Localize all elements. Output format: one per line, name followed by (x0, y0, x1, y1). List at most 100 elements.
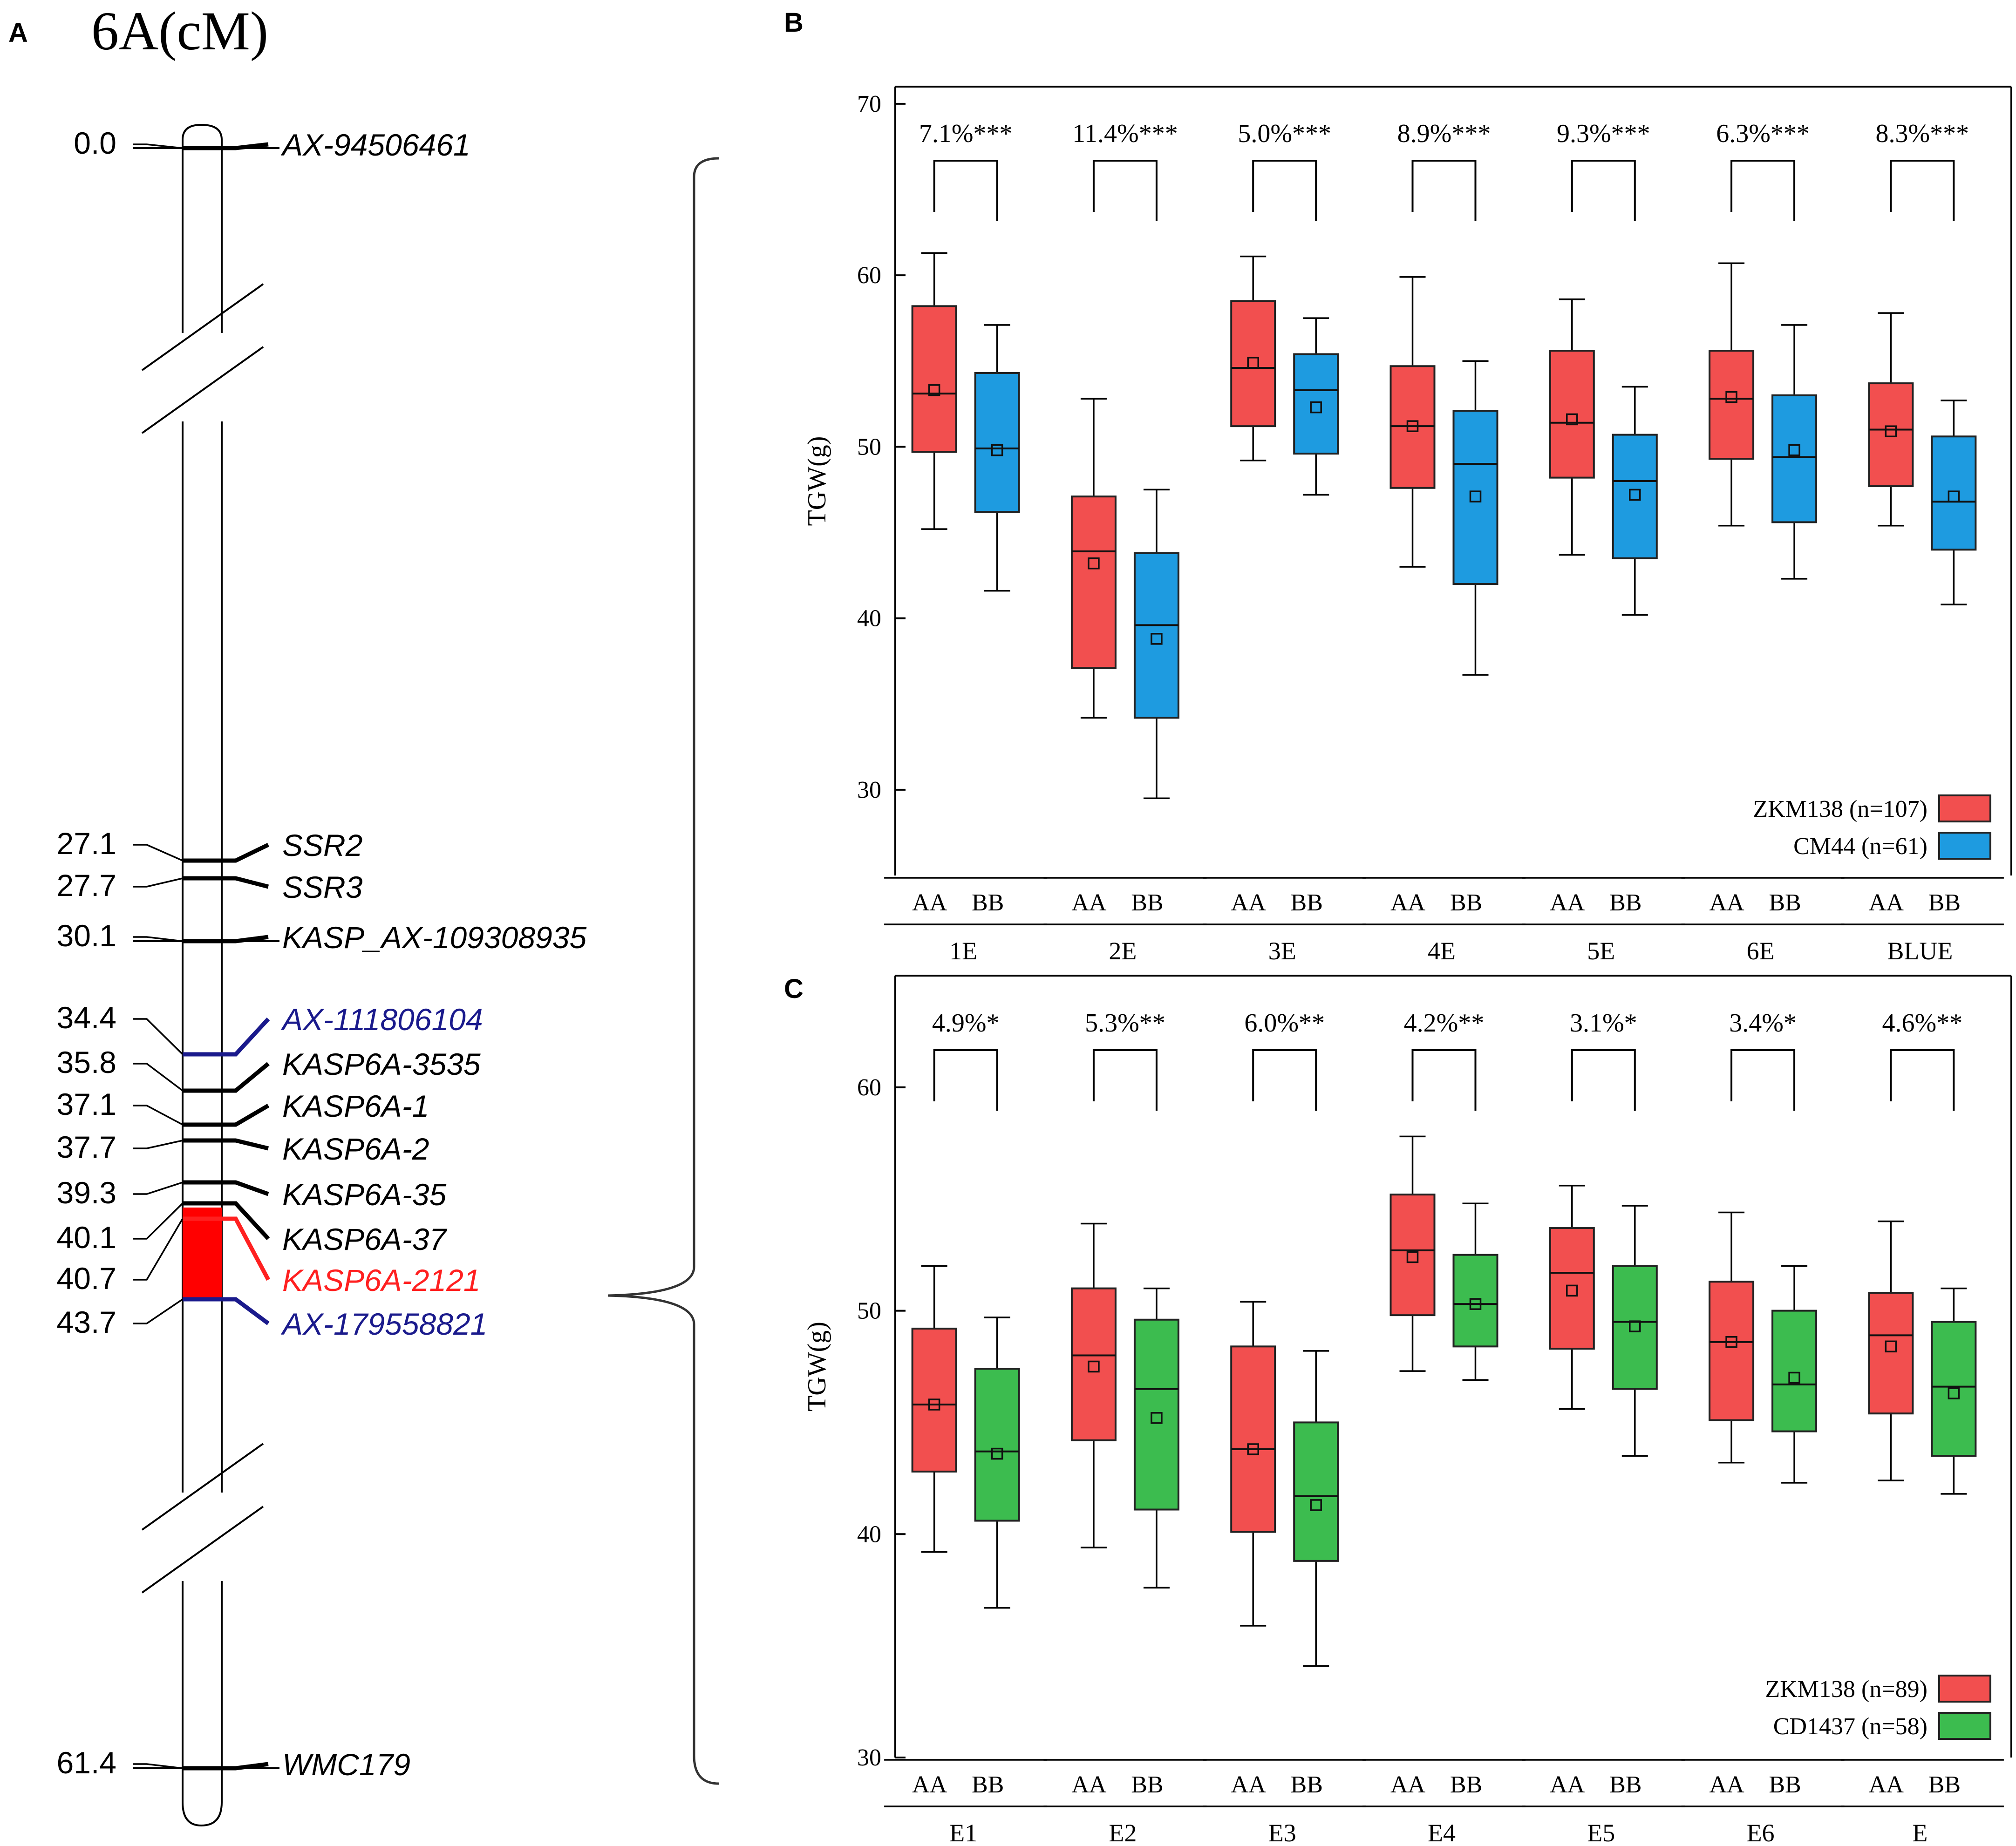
genotype-label-aa: AA (1231, 1771, 1267, 1798)
genotype-label-aa: AA (1710, 1771, 1745, 1798)
box-iqr (1868, 382, 1914, 488)
significance-label: 4.6%** (1882, 1009, 1963, 1038)
marker-left-connector (133, 1218, 184, 1281)
marker-name: KASP_AX-109308935 (282, 920, 586, 955)
genotype-label-bb: BB (1928, 889, 1961, 916)
legend-item: ZKM138 (n=89) (1765, 1675, 1991, 1703)
marker-name: KASP6A-2121 (282, 1263, 481, 1297)
significance-label: 7.1%*** (919, 119, 1013, 148)
legend-swatch (1938, 832, 1991, 860)
genotype-label-bb: BB (972, 889, 1004, 916)
group-e: 4.6%** AA BBE (1840, 1009, 2004, 1846)
box-aa (911, 1265, 957, 1553)
y-tick-label: 70 (857, 91, 881, 117)
panel-label-b: B (784, 7, 804, 38)
genotype-label-bb: BB (1769, 1771, 1801, 1798)
marker-position: 37.7 (57, 1130, 116, 1164)
box-iqr (1230, 1345, 1276, 1533)
mean-marker (1469, 1298, 1482, 1310)
marker-left-connector (133, 877, 183, 888)
legend-label: CD1437 (n=58) (1773, 1713, 1927, 1740)
group-blue: 8.3%*** AA BB BLUE (1840, 119, 2004, 965)
significance-label: 6.0%** (1244, 1009, 1325, 1038)
genotype-label-bb: BB (1450, 889, 1482, 916)
box-bb (1133, 1287, 1179, 1589)
marker-right-connector (222, 1062, 270, 1093)
box-bb (974, 324, 1020, 592)
legend-swatch (1938, 1675, 1991, 1703)
mean-marker (1566, 413, 1578, 426)
box-iqr (911, 305, 957, 453)
marker-position: 0.0 (74, 126, 116, 160)
mean-marker (1247, 1443, 1259, 1455)
genotype-label-aa: AA (1071, 889, 1107, 916)
marker-left-connector (133, 1063, 184, 1092)
break-mark-top-upper (141, 283, 264, 371)
group-label: E3 (1268, 1819, 1296, 1846)
significance-bracket (933, 160, 998, 221)
marker-right-connector (222, 1017, 270, 1057)
mean-marker (1310, 401, 1322, 414)
box-iqr (1549, 1227, 1595, 1350)
y-axis-label: TGW(g) (803, 1322, 831, 1412)
significance-label: 3.4%* (1729, 1009, 1797, 1038)
mean-marker (1247, 357, 1259, 369)
genotype-label-bb: BB (1609, 1771, 1641, 1798)
group-6e: 6.3%*** AA BB 6E (1681, 119, 1845, 965)
break-mark-top-lower (141, 346, 264, 434)
y-axis-label: TGW(g) (803, 436, 831, 526)
marker-position: 27.1 (57, 826, 116, 861)
box-iqr (1931, 435, 1977, 551)
genotype-label-bb: BB (972, 1771, 1004, 1798)
group-e4: 4.2%** AA BB E4 (1362, 1009, 1526, 1846)
box-iqr (1070, 1287, 1117, 1441)
box-bb (1452, 1202, 1498, 1381)
marker-name: KASP6A-37 (282, 1222, 447, 1256)
box-bb (1293, 1350, 1339, 1667)
significance-bracket (1571, 160, 1636, 221)
mean-marker (1885, 425, 1897, 437)
panel-label-c: C (784, 974, 804, 1004)
y-tick-label: 50 (857, 1298, 881, 1324)
marker-kasp6a-35: 39.3 KASP6A-35 (57, 1175, 447, 1212)
box-iqr (1612, 1265, 1658, 1390)
mean-marker (1151, 633, 1163, 645)
marker-position: 27.7 (57, 868, 116, 903)
box-iqr (1070, 495, 1117, 669)
marker-position: 35.8 (57, 1045, 116, 1079)
legend-label: ZKM138 (n=107) (1753, 796, 1927, 822)
marker-name: KASP6A-35 (282, 1177, 446, 1212)
box-aa (911, 252, 957, 530)
box-iqr (1709, 350, 1755, 460)
group-e6: 3.4%* AA BB E6 (1681, 1009, 1845, 1846)
genotype-label-bb: BB (1131, 889, 1163, 916)
significance-label: 6.3%*** (1716, 119, 1810, 148)
box-iqr (1133, 1318, 1179, 1511)
break-mark-bottom-upper (141, 1443, 264, 1531)
box-aa (1389, 1135, 1436, 1372)
marker-kasp-ax-109308935: 30.1 KASP_AX-109308935 (57, 918, 587, 955)
marker-name: AX-111806104 (280, 1002, 483, 1037)
significance-bracket (1092, 160, 1158, 221)
group-label: 6E (1747, 937, 1775, 965)
genotype-label-aa: AA (912, 1771, 947, 1798)
mean-marker (1885, 1340, 1897, 1353)
break-mark-bottom-gap (179, 1493, 225, 1581)
y-tick-label: 40 (857, 1521, 881, 1547)
significance-bracket (1730, 1049, 1796, 1111)
genotype-label-aa: AA (1390, 1771, 1426, 1798)
genotype-label-aa: AA (1710, 889, 1745, 916)
mean-marker (1088, 1360, 1100, 1373)
box-bb (1771, 1265, 1818, 1484)
marker-ax-94506461: 0.0 AX-94506461 (74, 126, 470, 162)
group-e3: 6.0%** AA BB E3 (1203, 1009, 1366, 1846)
marker-right-connector (222, 876, 269, 889)
genotype-label-aa: AA (1869, 1771, 1904, 1798)
significance-bracket (1890, 160, 1955, 221)
mean-marker (1151, 1412, 1163, 1424)
significance-bracket (1571, 1049, 1636, 1111)
group-label: 3E (1268, 937, 1296, 965)
significance-bracket (1411, 160, 1477, 221)
legend-label: ZKM138 (n=89) (1765, 1676, 1927, 1703)
